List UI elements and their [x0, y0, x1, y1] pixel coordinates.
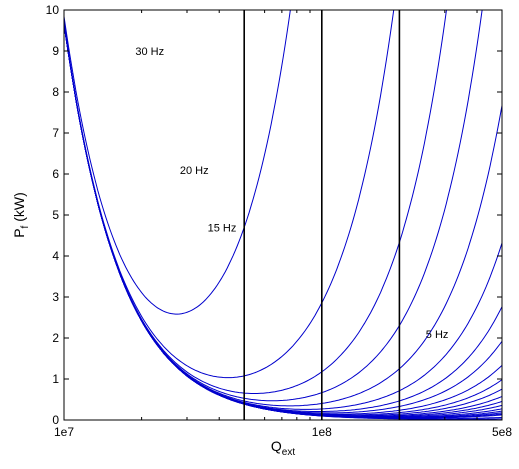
y-tick-label: 2 — [52, 331, 59, 345]
y-tick-label: 1 — [52, 372, 59, 386]
curve-label-group: 30 Hz 20 Hz 15 Hz 5 Hz — [135, 46, 448, 341]
x-tick-label: 1e7 — [54, 425, 74, 439]
series-line-11hz — [64, 23, 502, 418]
curve-group — [64, 10, 502, 420]
series-line-7-2hz — [64, 23, 502, 416]
series-line-12hz — [64, 23, 502, 419]
series-line-30hz — [64, 23, 502, 420]
curve-label-2: 20 Hz — [180, 165, 209, 177]
series-line-3-2hz — [64, 10, 291, 315]
series-line-9-2hz — [64, 23, 502, 418]
curve-label-3: 15 Hz — [208, 222, 237, 234]
y-tick-label: 9 — [52, 44, 59, 58]
series-line-8-5hz — [64, 23, 502, 417]
y-tick-label: 3 — [52, 290, 59, 304]
series-line-4-5hz — [64, 23, 502, 407]
y-tick-label: 8 — [52, 85, 59, 99]
curve-label-1: 30 Hz — [135, 46, 164, 58]
y-tick-label: 4 — [52, 249, 59, 263]
y-tick-label: 5 — [52, 208, 59, 222]
x-tick-label: 5e8 — [492, 425, 512, 439]
series-line-20hz — [64, 23, 502, 420]
series-line-5hz — [64, 23, 502, 410]
tick-group: 0 1 2 3 4 5 6 7 8 9 10 1e7 1e8 5e8 — [46, 3, 513, 439]
y-tick-label: 10 — [46, 3, 60, 17]
y-axis-title: Pf (kW) — [11, 192, 31, 238]
series-line-7-8hz — [64, 23, 502, 417]
y-tick-label: 0 — [52, 413, 59, 427]
vertical-line-group — [243, 10, 401, 420]
plot-frame — [63, 9, 503, 421]
series-line-10hz — [64, 23, 502, 418]
series-line-15hz — [64, 23, 502, 419]
series-line-14hz — [64, 23, 502, 419]
curve-label-4: 5 Hz — [426, 329, 449, 341]
x-tick-label: 1e8 — [312, 425, 332, 439]
y-tick-label: 6 — [52, 167, 59, 181]
series-line-3-5hz — [64, 10, 395, 379]
series-line-5-5hz — [64, 23, 502, 412]
x-axis-title: Qext — [271, 438, 295, 458]
series-line-13hz — [64, 23, 502, 419]
y-tick-label: 7 — [52, 126, 59, 140]
series-line-6hz — [64, 23, 502, 414]
